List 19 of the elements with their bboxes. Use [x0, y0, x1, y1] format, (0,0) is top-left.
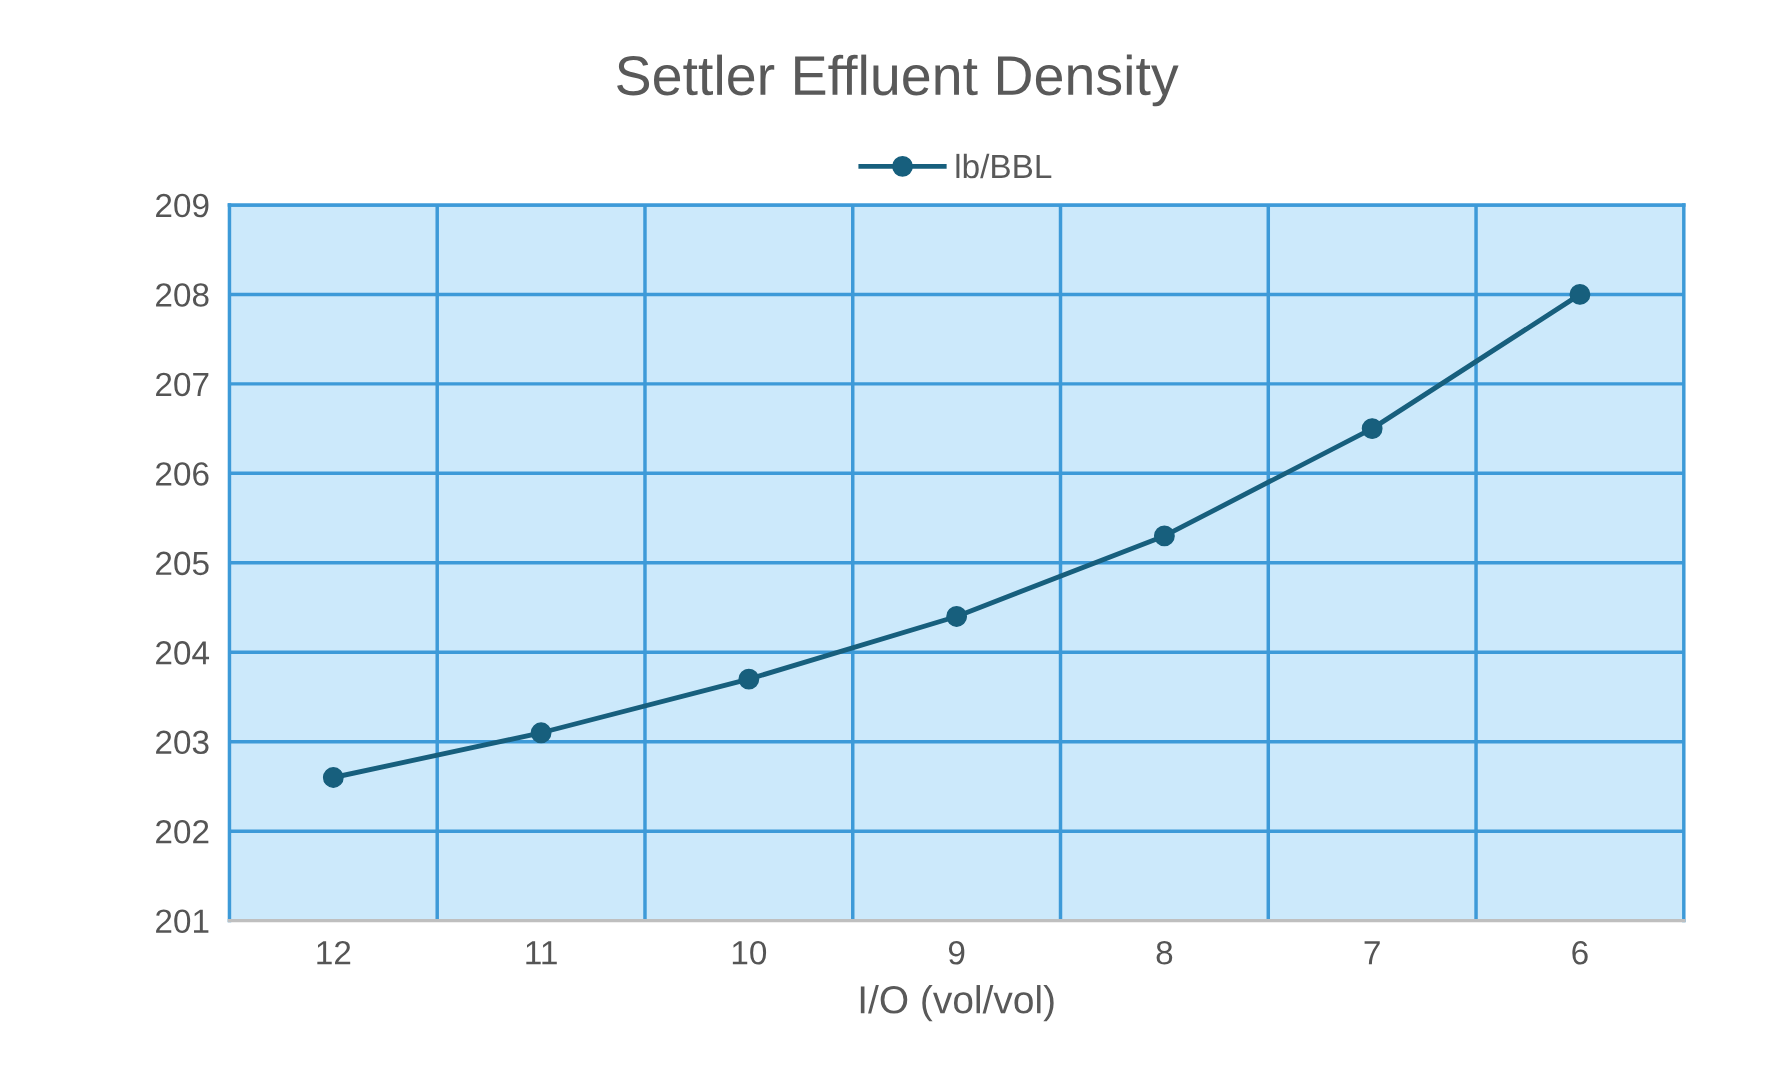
legend-label: lb/BBL: [956, 153, 1052, 179]
y-tick-label: 203: [156, 730, 209, 755]
y-tick-label: 208: [156, 283, 209, 307]
y-tick-label: 201: [156, 909, 209, 934]
x-tick-label: 6: [1572, 940, 1588, 965]
x-axis-title: I/O (vol/vol): [860, 985, 1054, 1022]
y-tick-label: 209: [156, 193, 209, 218]
x-tick-label: 11: [526, 941, 557, 965]
chart-title: Settler Effluent Density: [617, 54, 1179, 107]
y-tick-label: 202: [156, 819, 209, 844]
x-tick-label: 8: [1156, 940, 1173, 965]
x-tick-label: 10: [732, 940, 767, 965]
y-tick-label: 204: [156, 641, 210, 665]
y-tick-label: 207: [156, 372, 209, 397]
x-tick-label: 7: [1364, 941, 1380, 965]
x-tick-label: 12: [317, 940, 351, 965]
x-tick-label: 9: [948, 940, 965, 965]
y-tick-label: 206: [156, 462, 209, 486]
y-tick-label: 205: [156, 551, 209, 576]
